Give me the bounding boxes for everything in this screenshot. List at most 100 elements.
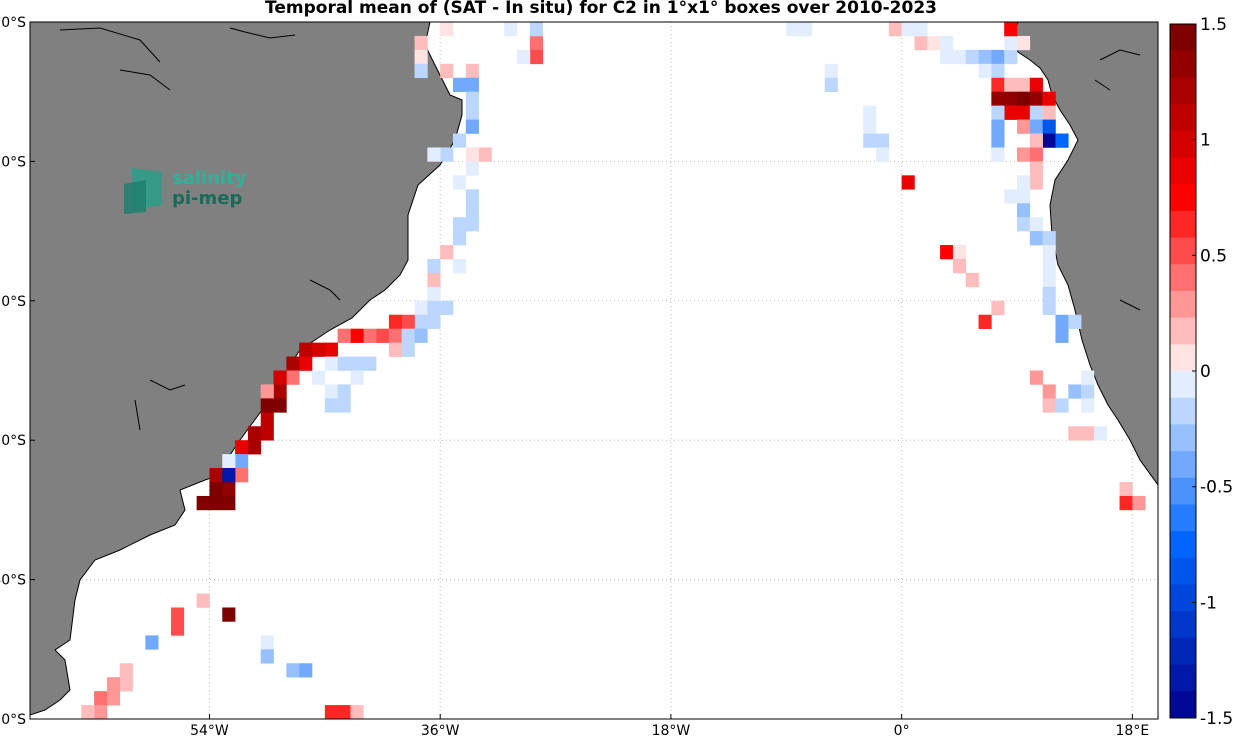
data-cell <box>235 440 249 455</box>
data-cell <box>952 49 967 65</box>
data-cell <box>465 161 479 176</box>
data-cell <box>145 635 159 650</box>
data-cell <box>1081 384 1095 399</box>
data-cell <box>324 356 338 371</box>
data-cell <box>337 705 351 719</box>
data-cell <box>1004 91 1018 106</box>
data-cell <box>1042 105 1056 120</box>
data-cell <box>465 105 479 120</box>
data-cell <box>1042 300 1056 316</box>
data-cell <box>1042 258 1056 274</box>
data-cell <box>222 468 236 483</box>
data-cell <box>1029 175 1043 190</box>
data-cell <box>388 314 403 329</box>
data-cell <box>427 258 441 274</box>
data-cell <box>350 356 364 371</box>
data-cell <box>529 22 544 37</box>
data-cell <box>106 691 121 706</box>
data-cell <box>1029 370 1043 385</box>
data-cell <box>863 119 877 134</box>
lat-tick-label: 40°S <box>0 573 26 589</box>
data-cell <box>978 63 992 79</box>
data-cell <box>465 77 479 92</box>
data-cell <box>1119 495 1133 511</box>
data-cell <box>991 147 1005 162</box>
colorbar-segment <box>1170 611 1196 639</box>
data-cell <box>1029 119 1043 134</box>
data-cell <box>965 49 979 65</box>
data-cell <box>863 133 877 148</box>
data-cell <box>222 454 236 469</box>
data-cell <box>350 705 364 719</box>
data-cell <box>876 147 890 162</box>
land-africa <box>1011 22 1158 486</box>
lat-tick-label: 50°S <box>0 712 26 728</box>
data-cell <box>196 495 210 511</box>
colorbar-tick-label: -1.5 <box>1200 709 1233 729</box>
data-cell <box>453 133 467 148</box>
colorbar-tick-label: 0 <box>1200 362 1211 382</box>
colorbar-segment <box>1170 664 1196 692</box>
data-cell <box>414 300 428 316</box>
colorbar-segment <box>1170 504 1196 532</box>
data-cell <box>196 593 210 608</box>
data-cell <box>376 328 390 343</box>
colorbar-segment <box>1170 237 1196 265</box>
data-cell <box>363 356 377 371</box>
data-cell <box>427 314 441 329</box>
data-cell <box>247 426 262 441</box>
data-cell <box>427 147 441 162</box>
data-cell <box>94 705 108 719</box>
colorbar-segment <box>1170 477 1196 505</box>
colorbar-segment <box>1170 290 1196 319</box>
data-cell <box>312 342 326 357</box>
data-cell <box>465 147 479 162</box>
data-cell <box>863 105 877 120</box>
data-cell <box>119 677 133 692</box>
longitude-labels: 54°W 36°W 18°W 0° 18°E <box>190 714 1149 739</box>
data-cell <box>1055 133 1069 148</box>
data-cell <box>517 49 531 65</box>
colorbar-tick-label: 1 <box>1200 131 1211 151</box>
data-cell <box>824 77 838 92</box>
lon-tick-label: 18°E <box>1116 723 1150 739</box>
data-cell <box>991 77 1005 92</box>
data-cell <box>427 272 441 288</box>
data-cell <box>427 300 441 316</box>
data-cell <box>1093 426 1108 441</box>
data-cell <box>1055 398 1069 413</box>
data-cell <box>914 22 928 37</box>
data-cell <box>260 412 274 427</box>
data-cell <box>81 705 95 719</box>
data-cell <box>440 300 454 316</box>
data-cell <box>1081 398 1095 413</box>
data-cell <box>453 175 467 190</box>
data-cell <box>991 133 1005 148</box>
data-cell <box>1132 495 1146 511</box>
data-cell <box>1029 105 1043 120</box>
data-cell <box>1017 119 1031 134</box>
logo-icon-shadow <box>124 180 146 214</box>
data-cell <box>222 495 236 511</box>
salinity-pi-mep-logo: salinity pi-mep <box>124 168 247 214</box>
data-cell <box>1017 147 1031 162</box>
data-cell <box>1004 189 1018 204</box>
data-cell <box>1042 133 1056 148</box>
data-cell <box>440 147 454 162</box>
data-cell <box>952 245 967 260</box>
colorbar-tick-label: 1.5 <box>1200 15 1227 35</box>
data-cell <box>1055 328 1069 343</box>
colorbar-segment <box>1170 557 1196 586</box>
colorbar-tick-label: -1 <box>1200 593 1217 613</box>
data-cell <box>824 63 838 79</box>
data-cell <box>965 272 979 288</box>
data-cell <box>324 342 338 357</box>
data-cell <box>940 49 954 65</box>
data-cell <box>978 49 992 65</box>
colorbar-segment <box>1170 317 1196 345</box>
data-cell <box>453 258 467 274</box>
lon-tick-label: 54°W <box>190 723 229 739</box>
data-cell <box>1004 77 1018 92</box>
data-cell <box>235 454 249 469</box>
